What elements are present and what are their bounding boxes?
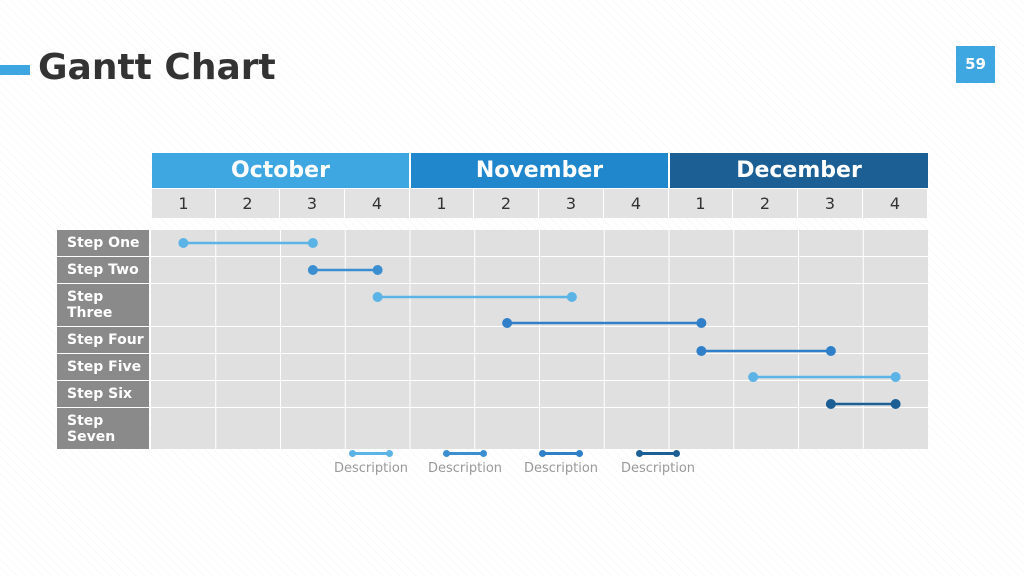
row-label-step-seven: Step Seven: [57, 408, 149, 449]
week-header: 1: [410, 189, 474, 218]
legend-item: Description: [420, 450, 510, 476]
week-header: 2: [733, 189, 798, 218]
row-label-step-six: Step Six: [57, 381, 149, 407]
week-header: 1: [669, 189, 733, 218]
row-label-step-three: Step Three: [57, 284, 149, 326]
gantt-bar-start-dot: [372, 292, 383, 302]
legend-item: Description: [613, 450, 703, 476]
gantt-bar-end-dot: [307, 238, 318, 248]
gantt-bar-end-dot: [825, 346, 836, 356]
legend-label: Description: [523, 461, 599, 476]
week-header: 4: [863, 189, 928, 218]
legend-item: Description: [516, 450, 606, 476]
gantt-bar-start-dot: [307, 265, 318, 275]
gantt-bar-end-dot: [566, 292, 577, 302]
week-header: 2: [216, 189, 280, 218]
gantt-bar-end-dot: [890, 399, 901, 409]
week-header: 2: [474, 189, 539, 218]
row-label-step-one: Step One: [57, 230, 149, 256]
gantt-bar-start-dot: [825, 399, 836, 409]
week-header: 3: [798, 189, 863, 218]
legend-swatch: [539, 450, 583, 457]
month-header-november: November: [411, 153, 668, 188]
gantt-bar-start-dot: [502, 318, 513, 328]
gantt-bar-end-dot: [696, 318, 707, 328]
row-label-step-five: Step Five: [57, 354, 149, 380]
page-number-badge: 59: [956, 46, 995, 83]
month-header-october: October: [152, 153, 409, 188]
legend-label: Description: [620, 461, 696, 476]
row-label-step-two: Step Two: [57, 257, 149, 283]
title-accent-bar: [0, 65, 30, 75]
week-header: 3: [539, 189, 604, 218]
week-header: 1: [152, 189, 216, 218]
gantt-bar-start-dot: [178, 238, 189, 248]
legend-label: Description: [333, 461, 409, 476]
legend-label: Description: [427, 461, 503, 476]
legend-swatch: [636, 450, 680, 457]
page-title: Gantt Chart: [38, 47, 276, 88]
legend-swatch: [349, 450, 393, 457]
month-header-december: December: [670, 153, 928, 188]
legend-swatch: [443, 450, 487, 457]
week-header: 4: [604, 189, 669, 218]
week-header: 3: [280, 189, 345, 218]
gantt-bar-end-dot: [890, 372, 901, 382]
week-header: 4: [345, 189, 410, 218]
row-label-step-four: Step Four: [57, 327, 149, 353]
gantt-bar-start-dot: [748, 372, 759, 382]
legend-item: Description: [326, 450, 416, 476]
gantt-bar-start-dot: [696, 346, 707, 356]
gantt-bar-end-dot: [372, 265, 383, 275]
